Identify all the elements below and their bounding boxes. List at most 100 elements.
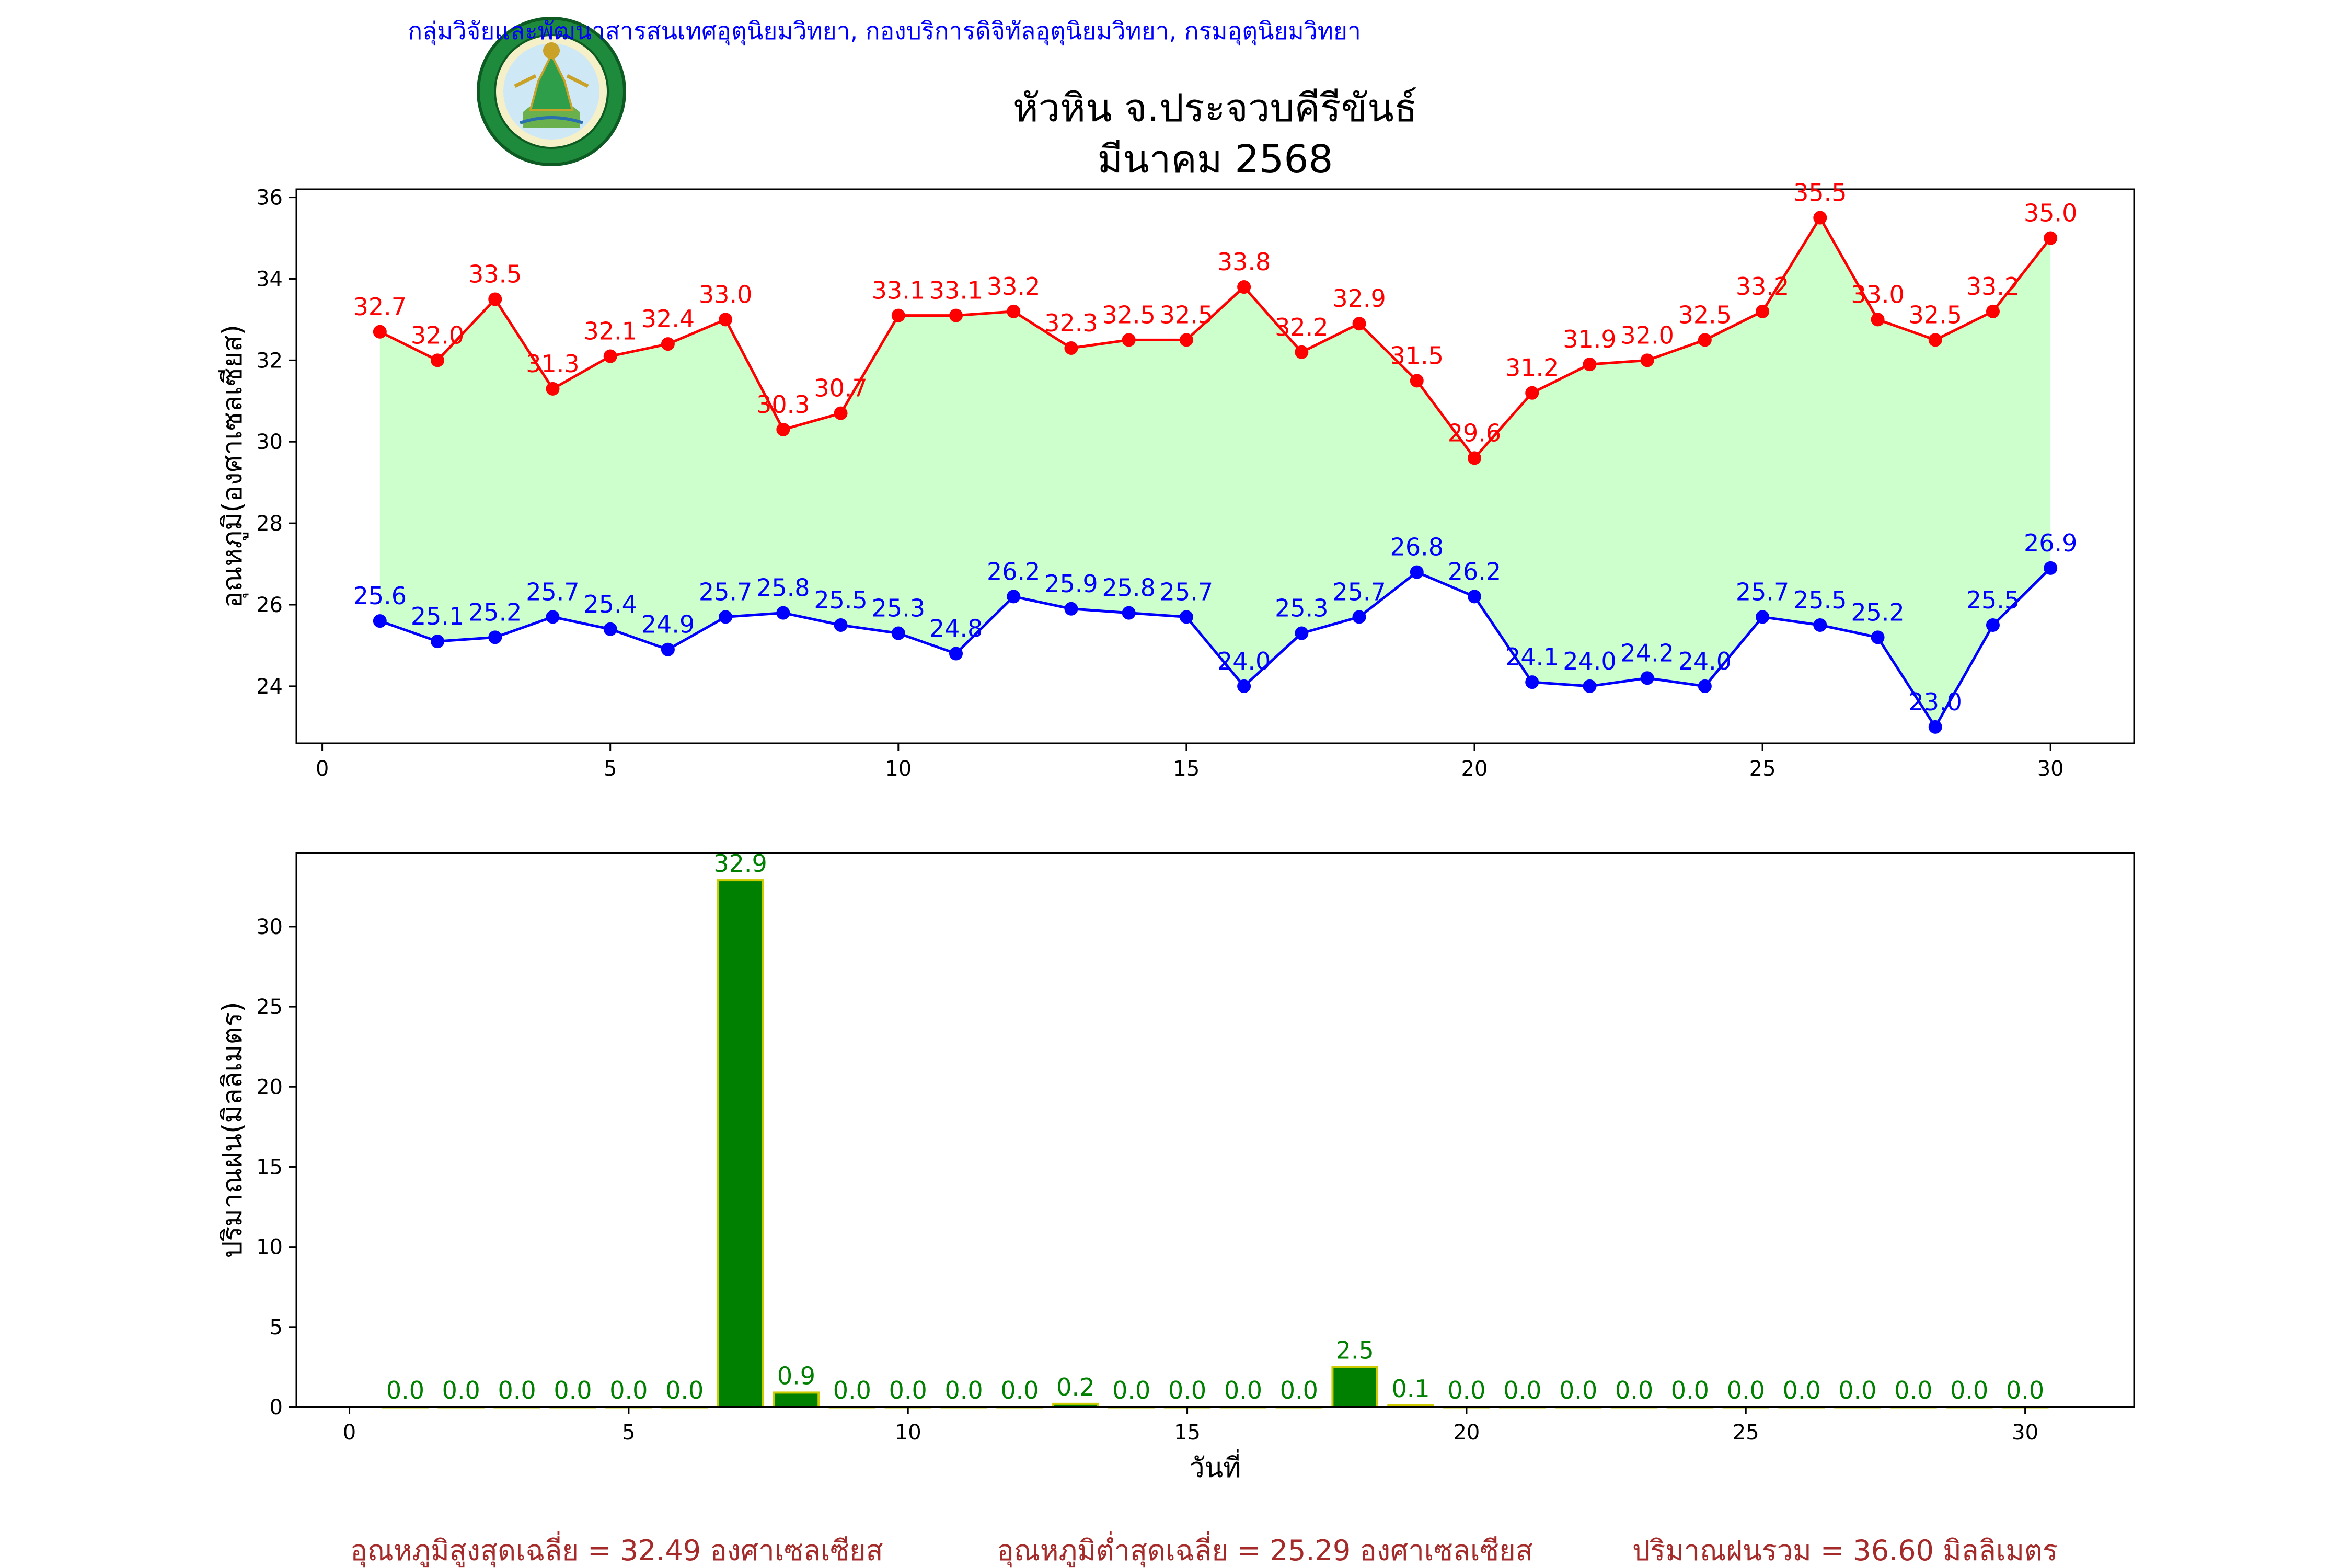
max-temperature-point — [719, 313, 733, 327]
max-temperature-point — [546, 382, 560, 396]
max-temperature-value-label: 33.2 — [987, 272, 1040, 301]
rainfall-value-label: 32.9 — [713, 849, 767, 878]
max-temperature-point — [603, 349, 617, 363]
max-temperature-point — [488, 292, 502, 306]
max-temperature-value-label: 32.5 — [1160, 301, 1213, 329]
rainfall-value-label: 0.2 — [1056, 1373, 1094, 1401]
max-temperature-point — [2044, 231, 2058, 245]
max-temperature-value-label: 35.5 — [1793, 179, 1847, 207]
max-temperature-point — [1986, 304, 2000, 318]
max-temperature-value-label: 31.9 — [1563, 325, 1616, 353]
rainfall-value-label: 0.0 — [1838, 1376, 1876, 1404]
rainfall-value-label: 0.0 — [1559, 1376, 1597, 1404]
max-temperature-value-label: 32.0 — [411, 321, 464, 349]
min-temperature-value-label: 26.8 — [1390, 533, 1444, 561]
max-temperature-value-label: 31.3 — [526, 350, 579, 378]
min-temperature-value-label: 24.8 — [929, 615, 983, 643]
min-temperature-value-label: 24.1 — [1505, 643, 1559, 671]
rainfall-value-label: 0.0 — [1280, 1376, 1318, 1404]
chart-title-line2: มีนาคม 2568 — [1097, 137, 1333, 182]
min-temperature-value-label: 25.2 — [468, 598, 522, 626]
min-temperature-point — [1756, 610, 1770, 624]
min-temperature-value-label: 25.7 — [699, 578, 752, 606]
max-temperature-point — [1813, 211, 1827, 225]
max-temperature-point — [949, 308, 963, 322]
min-temperature-point — [1813, 618, 1827, 632]
min-temperature-point — [1871, 630, 1885, 644]
temperature-y-tick-label: 30 — [256, 430, 283, 454]
min-temperature-value-label: 25.5 — [1793, 586, 1847, 614]
max-temperature-line — [379, 215, 2052, 460]
min-temperature-point — [1352, 610, 1366, 624]
rainfall-x-tick-label: 5 — [622, 1421, 635, 1445]
rainfall-value-label: 0.0 — [609, 1376, 648, 1404]
min-temperature-value-label: 26.9 — [2024, 529, 2077, 557]
max-temperature-value-label: 33.1 — [872, 276, 925, 305]
min-temperature-value-label: 25.9 — [1044, 570, 1098, 598]
max-temperature-point — [834, 406, 848, 420]
temperature-range-fill — [379, 217, 2051, 727]
min-temperature-value-label: 24.0 — [1678, 647, 1732, 675]
rainfall-y-tick-label: 0 — [270, 1396, 283, 1420]
max-temperature-point — [1525, 386, 1539, 400]
rainfall-y-tick-label: 30 — [256, 915, 283, 939]
min-temperature-value-label: 25.7 — [1736, 578, 1789, 606]
rainfall-value-label: 0.0 — [498, 1376, 536, 1404]
min-temperature-point — [1064, 602, 1078, 616]
max-temperature-value-label: 32.5 — [1678, 301, 1732, 329]
rainfall-bar — [1331, 1366, 1378, 1408]
temperature-y-tick-label: 34 — [256, 267, 283, 291]
rainfall-value-label: 0.0 — [1894, 1376, 1932, 1404]
rainfall-value-label: 0.0 — [889, 1376, 927, 1404]
rainfall-x-tick-label: 10 — [895, 1421, 921, 1445]
max-temperature-point — [1295, 345, 1309, 359]
rainfall-value-label: 0.0 — [386, 1376, 424, 1404]
rainfall-value-label: 2.5 — [1336, 1336, 1374, 1364]
max-temperature-point — [1410, 374, 1424, 388]
min-temperature-value-label: 25.1 — [411, 602, 464, 630]
min-temperature-point — [488, 630, 502, 644]
min-temperature-point — [891, 626, 905, 640]
min-temperature-point — [546, 610, 560, 624]
temperature-y-tick-label: 26 — [256, 593, 283, 617]
temperature-y-tick-label: 24 — [256, 675, 283, 699]
rainfall-value-label: 0.0 — [2006, 1376, 2044, 1404]
min-temperature-value-label: 25.5 — [1966, 586, 2020, 614]
max-temperature-point — [1698, 333, 1712, 347]
max-temperature-value-label: 31.2 — [1505, 354, 1559, 382]
min-temperature-value-label: 25.4 — [583, 590, 637, 618]
rainfall-value-label: 0.0 — [1224, 1376, 1262, 1404]
max-temperature-point — [776, 422, 790, 436]
min-temperature-value-label: 25.7 — [526, 578, 579, 606]
max-temperature-point — [1871, 313, 1885, 327]
min-temperature-point — [1467, 590, 1481, 604]
max-temperature-point — [1179, 333, 1193, 347]
temperature-y-tick-label: 32 — [256, 349, 283, 373]
max-temperature-value-label: 32.5 — [1102, 301, 1155, 329]
min-temperature-point — [949, 647, 963, 661]
rainfall-bar — [717, 879, 764, 1408]
temperature-y-tick-label: 28 — [256, 512, 283, 536]
rainfall-y-tick-label: 25 — [256, 995, 283, 1019]
rainfall-value-label: 0.0 — [665, 1376, 704, 1404]
min-temperature-point — [1007, 590, 1021, 604]
min-temperature-point — [1698, 679, 1712, 693]
rainfall-value-label: 0.0 — [1727, 1376, 1765, 1404]
max-temperature-point — [431, 353, 445, 367]
max-temperature-point — [661, 337, 675, 351]
min-temperature-value-label: 25.6 — [353, 582, 407, 610]
min-temperature-point — [1122, 606, 1136, 620]
min-temperature-value-label: 24.0 — [1563, 647, 1616, 675]
rainfall-value-label: 0.0 — [1671, 1376, 1709, 1404]
rainfall-x-tick-label: 25 — [1733, 1421, 1759, 1445]
chart-title-line1: หัวหิน จ.ประจวบคีรีขันธ์ — [1013, 86, 1417, 131]
max-temperature-value-label: 33.0 — [699, 280, 752, 308]
max-temperature-value-label: 30.3 — [756, 390, 810, 419]
max-temperature-point — [373, 325, 387, 339]
min-temperature-value-label: 25.3 — [872, 594, 925, 622]
max-temperature-value-label: 33.5 — [468, 260, 522, 288]
rainfall-plot-frame — [295, 852, 2135, 1408]
min-temperature-point — [1179, 610, 1193, 624]
max-temperature-value-label: 32.0 — [1620, 321, 1674, 349]
